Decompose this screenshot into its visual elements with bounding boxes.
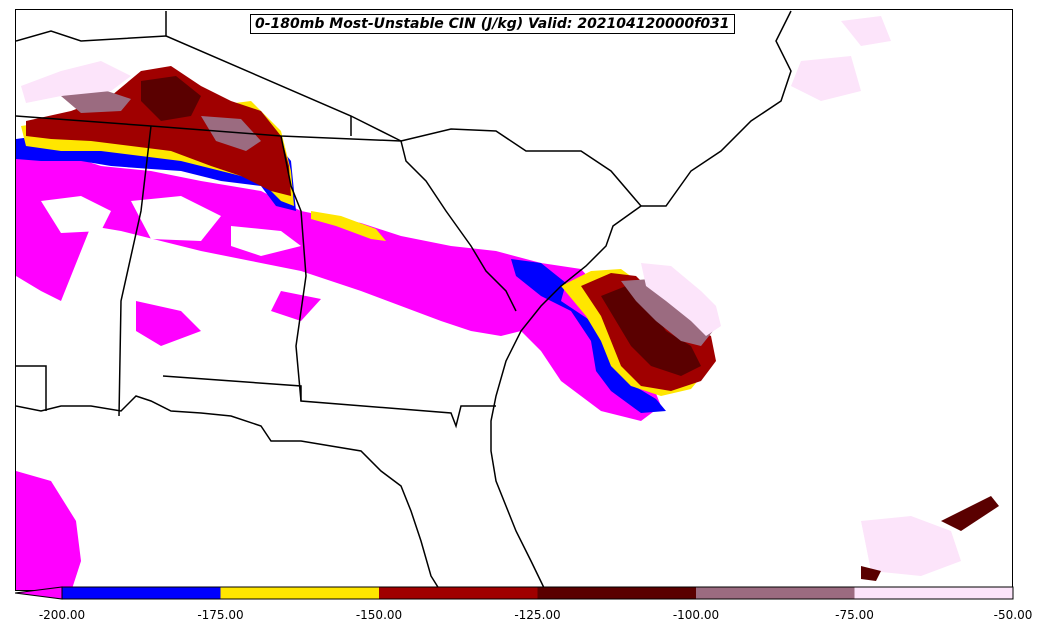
colorbar-under-extension [15, 586, 63, 600]
boundary-lines [16, 10, 792, 590]
cin-light-pink-fill [21, 16, 961, 576]
cin-maroon-fill [141, 76, 701, 376]
cin-clear-patches [41, 196, 301, 301]
colorbar-bin [696, 587, 855, 599]
cin-maroon-speckles [861, 496, 999, 581]
colorbar-bin [537, 587, 697, 599]
colorbar-tick-label: -50.00 [993, 608, 1033, 622]
colorbar-tick-label: -150.00 [355, 608, 403, 622]
colorbar-tick-label: -125.00 [514, 608, 561, 622]
colorbar-tick-label: -200.00 [38, 608, 86, 622]
cin-mauve-fill [61, 89, 713, 346]
colorbar-bin [220, 587, 380, 599]
colorbar [15, 586, 1014, 600]
colorbar-tick-label: -175.00 [197, 608, 244, 622]
colorbar-tick-label: -100.00 [672, 608, 720, 622]
colorbar-bin [854, 587, 1014, 599]
cin-map [16, 10, 999, 590]
map-frame [15, 9, 1013, 591]
colorbar-bin [379, 587, 538, 599]
colorbar-tick-label: -75.00 [835, 608, 874, 622]
colorbar-bin [62, 587, 221, 599]
map-title: 0-180mb Most-Unstable CIN (J/kg) Valid: … [250, 14, 735, 34]
